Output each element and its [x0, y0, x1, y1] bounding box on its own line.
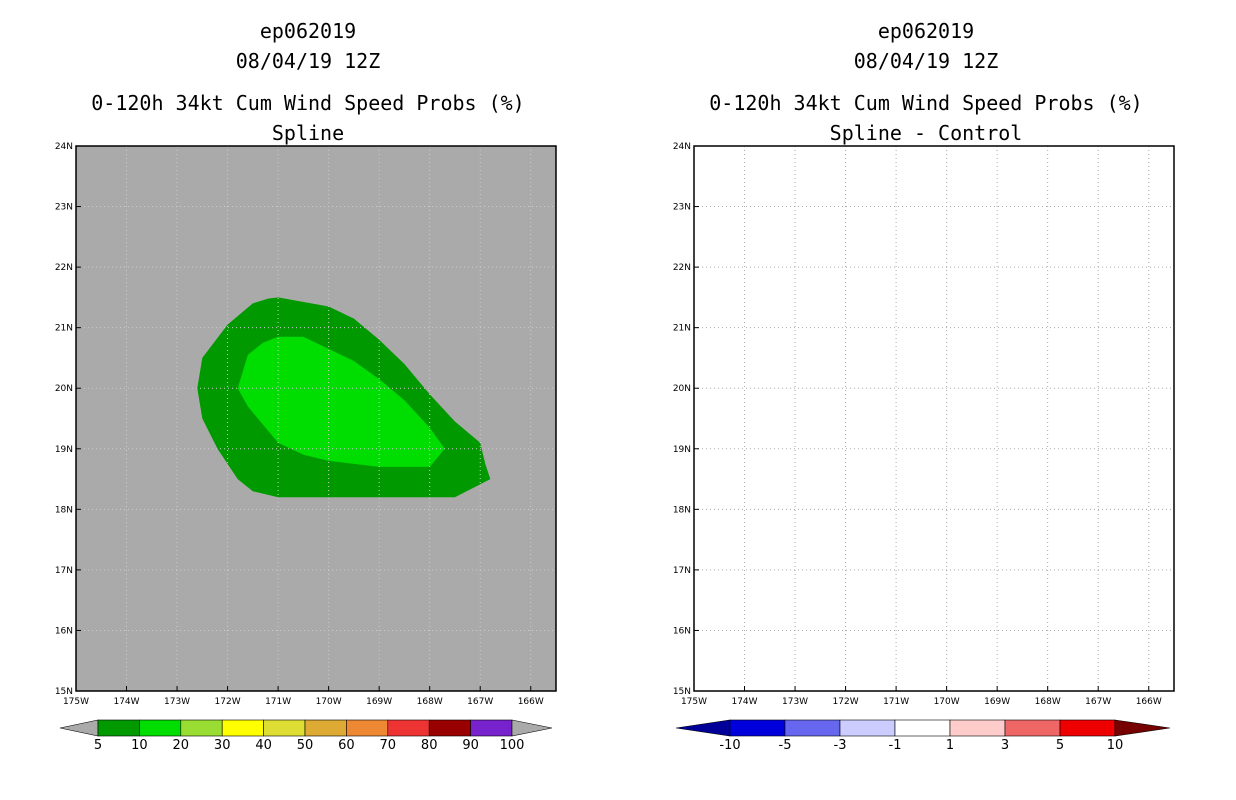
colorbar-swatch [221, 719, 264, 737]
colorbar-label: 1 [946, 738, 954, 753]
x-tick-label: 170W [934, 697, 960, 707]
colorbar-label: 30 [214, 738, 231, 753]
contour-fill-10-20 [237, 336, 445, 467]
plot-frame [75, 145, 557, 692]
x-tick-label: 173W [164, 697, 190, 707]
spline-minus-control-panel: ep062019 08/04/19 12Z 0-120h 34kt Cum Wind… [673, 19, 1175, 753]
storm-id: ep062019 [260, 19, 356, 43]
x-tick-label: 168W [1035, 697, 1061, 707]
y-tick-label: 20N [55, 384, 73, 394]
colorbar-swatch [894, 719, 951, 737]
x-tick-label: 169W [984, 697, 1010, 707]
colorbar-swatch [346, 719, 389, 737]
colorbar-label: -10 [719, 738, 740, 753]
storm-id: ep062019 [878, 19, 974, 43]
colorbar-high-extension [1114, 719, 1171, 737]
y-tick-label: 17N [55, 566, 73, 576]
colorbar-label: 10 [1107, 738, 1124, 753]
colorbar-swatch [97, 719, 140, 737]
colorbar-label: 90 [462, 738, 479, 753]
colorbar-swatch [139, 719, 182, 737]
colorbar-swatch [949, 719, 1006, 737]
colorbar-swatch [263, 719, 306, 737]
y-tick-label: 16N [673, 626, 691, 636]
y-tick-label: 21N [55, 324, 73, 334]
colorbar-low-extension [675, 719, 731, 737]
y-tick-label: 18N [55, 505, 73, 515]
y-tick-label: 19N [673, 445, 691, 455]
x-tick-label: 173W [782, 697, 808, 707]
colorbar-label: 70 [380, 738, 397, 753]
colorbar-label: 60 [338, 738, 355, 753]
y-tick-label: 24N [55, 142, 73, 152]
x-tick-label: 169W [366, 697, 392, 707]
colorbar-label: -3 [834, 738, 847, 753]
colorbar-swatch [304, 719, 347, 737]
x-tick-label: 174W [731, 697, 757, 707]
y-tick-label: 24N [673, 142, 691, 152]
x-tick-label: 166W [1136, 697, 1162, 707]
y-tick-label: 18N [673, 505, 691, 515]
init-time: 08/04/19 12Z [854, 49, 999, 73]
x-tick-label: 172W [215, 697, 241, 707]
colorbar-label: 5 [94, 738, 102, 753]
x-tick-label: 175W [681, 697, 707, 707]
panel-subtitle: Spline [272, 121, 344, 145]
colorbar-swatch [428, 719, 471, 737]
y-tick-label: 15N [673, 687, 691, 697]
plot-background [694, 146, 1174, 691]
colorbar-swatch [729, 719, 786, 737]
colorbar-label: 5 [1056, 738, 1064, 753]
colorbar-label: 3 [1001, 738, 1009, 753]
y-tick-label: 15N [55, 687, 73, 697]
panel-subtitle: Spline - Control [830, 121, 1023, 145]
x-tick-label: 168W [417, 697, 443, 707]
colorbar-high-extension [511, 719, 553, 737]
x-tick-label: 175W [63, 697, 89, 707]
colorbar-swatch [180, 719, 223, 737]
x-tick-label: 166W [518, 697, 544, 707]
product-title: 0-120h 34kt Cum Wind Speed Probs (%) [709, 91, 1142, 115]
x-tick-label: 171W [265, 697, 291, 707]
y-tick-label: 19N [55, 445, 73, 455]
colorbar-label: 10 [131, 738, 148, 753]
x-tick-label: 172W [833, 697, 859, 707]
colorbar-swatch [470, 719, 513, 737]
y-tick-label: 16N [55, 626, 73, 636]
spline-probability-panel: ep062019 08/04/19 12Z 0-120h 34kt Cum Wind… [55, 19, 557, 753]
x-tick-label: 167W [1085, 697, 1111, 707]
colorbar-label: 50 [297, 738, 314, 753]
y-tick-label: 17N [673, 566, 691, 576]
colorbar-label: -5 [779, 738, 792, 753]
colorbar-swatch [1004, 719, 1061, 737]
colorbar-swatch [1059, 719, 1116, 737]
x-tick-label: 167W [467, 697, 493, 707]
x-tick-label: 174W [113, 697, 139, 707]
y-tick-label: 22N [55, 263, 73, 273]
y-tick-label: 22N [673, 263, 691, 273]
colorbar-swatch [387, 719, 430, 737]
colorbar-swatch [784, 719, 841, 737]
plot-frame [693, 145, 1175, 692]
x-tick-label: 171W [883, 697, 909, 707]
y-tick-label: 23N [55, 203, 73, 213]
colorbar-label: 80 [421, 738, 438, 753]
colorbar-label: 100 [500, 738, 525, 753]
colorbar-swatch [839, 719, 896, 737]
colorbar-label: -1 [889, 738, 902, 753]
init-time: 08/04/19 12Z [236, 49, 381, 73]
colorbar-label: 40 [255, 738, 272, 753]
y-tick-label: 23N [673, 203, 691, 213]
colorbar-low-extension [59, 719, 99, 737]
x-tick-label: 170W [316, 697, 342, 707]
y-tick-label: 21N [673, 324, 691, 334]
colorbar-label: 20 [173, 738, 190, 753]
product-title: 0-120h 34kt Cum Wind Speed Probs (%) [91, 91, 524, 115]
y-tick-label: 20N [673, 384, 691, 394]
